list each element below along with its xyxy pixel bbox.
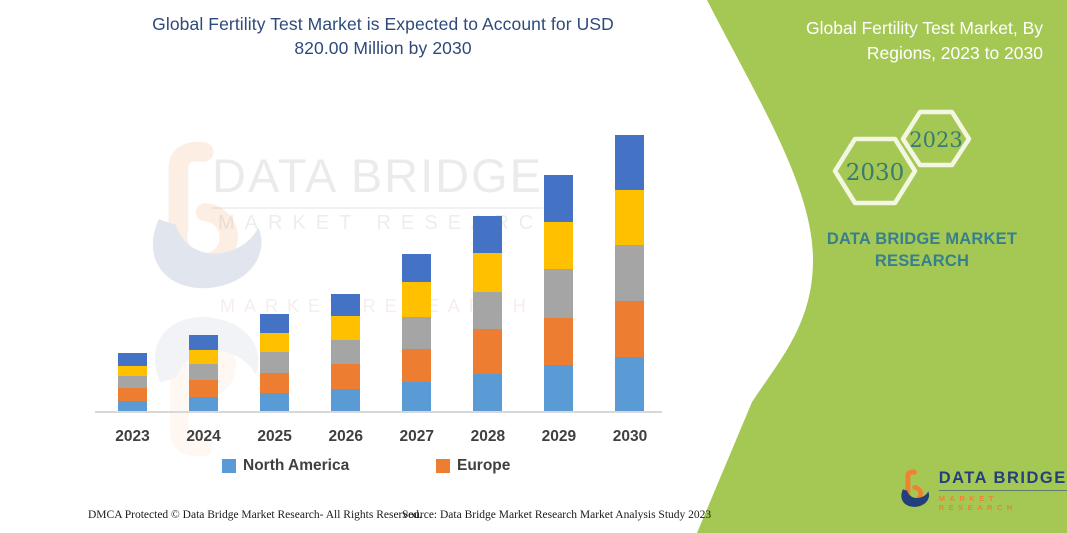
bar-segment-2024-north-america — [189, 397, 219, 412]
side-panel-brand-text: DATA BRIDGE MARKET RESEARCH — [826, 230, 1018, 270]
bar-segment-2024-unlabeled-gray-series — [189, 364, 219, 381]
bar-segment-2029-unlabeled-darkblue-series — [544, 174, 574, 223]
bar-segment-2025-unlabeled-darkblue-series — [260, 314, 290, 334]
bar-segment-2026-unlabeled-yellow-series — [331, 316, 361, 341]
side-panel-title: Global Fertility Test Market, By Regions… — [806, 18, 1043, 63]
x-axis-label-2024: 2024 — [186, 428, 221, 445]
bar-segment-2028-europe — [473, 329, 503, 375]
watermark-logo-icon — [152, 141, 262, 289]
bar-2025 — [260, 314, 290, 412]
legend-label-north-america: North America — [243, 457, 350, 474]
bar-segment-2026-europe — [331, 363, 361, 389]
footer-dmca-text: DMCA Protected © Data Bridge Market Rese… — [88, 509, 422, 521]
legend-label-europe: Europe — [457, 457, 511, 474]
watermark-subtitle: MARKET RESEARCH — [218, 212, 568, 234]
bar-2026 — [331, 293, 361, 412]
bar-2028 — [473, 216, 503, 412]
watermark-subtitle-reflection: MARKET RESEARCH — [220, 296, 535, 316]
hexagon-2030: 2030 — [832, 136, 918, 206]
x-axis-label-2026: 2026 — [328, 428, 363, 445]
bar-2029 — [544, 174, 574, 412]
bar-segment-2029-north-america — [544, 365, 574, 412]
corner-logo-subtitle: MARKET RESEARCH — [938, 493, 1017, 512]
bar-segment-2030-unlabeled-darkblue-series — [615, 135, 645, 191]
legend-swatch-europe — [436, 459, 450, 473]
bar-segment-2023-unlabeled-darkblue-series — [118, 352, 147, 366]
hexagon-2030-year: 2030 — [846, 160, 905, 186]
x-axis-labels: 2023 2024 2025 2026 2027 2028 2029 2030 — [95, 428, 662, 450]
bar-segment-2030-europe — [615, 300, 645, 357]
bar-segment-2030-unlabeled-gray-series — [615, 245, 645, 301]
corner-logo: DATA BRIDGE MARKET RESEARCH — [895, 466, 1067, 514]
bar-segment-2028-north-america — [473, 374, 503, 412]
bar-segment-2027-unlabeled-yellow-series — [402, 281, 432, 317]
x-axis-label-2027: 2027 — [399, 428, 434, 445]
legend-item-north-america: North America — [222, 457, 349, 475]
bar-segment-2025-unlabeled-yellow-series — [260, 333, 290, 353]
bar-segment-2025-north-america — [260, 393, 290, 412]
bar-segment-2030-unlabeled-yellow-series — [615, 190, 645, 246]
chart-plot — [95, 130, 662, 412]
hexagon-2023: 2023 — [900, 109, 972, 168]
bar-segment-2023-europe — [118, 388, 147, 401]
bar-segment-2025-unlabeled-gray-series — [260, 352, 290, 374]
bar-segment-2024-unlabeled-darkblue-series — [189, 334, 219, 350]
corner-logo-name: DATA BRIDGE — [938, 469, 1067, 491]
bar-segment-2023-unlabeled-gray-series — [118, 375, 147, 389]
bar-segment-2029-unlabeled-yellow-series — [544, 222, 574, 270]
bar-2024 — [189, 334, 219, 412]
bar-2030 — [615, 135, 645, 412]
page-title: Global Fertility Test Market is Expected… — [152, 14, 614, 58]
bar-segment-2027-unlabeled-gray-series — [402, 316, 432, 349]
bar-segment-2023-north-america — [118, 400, 147, 412]
bar-segment-2030-north-america — [615, 356, 645, 412]
bar-segment-2024-unlabeled-yellow-series — [189, 349, 219, 365]
bar-2027 — [402, 253, 432, 412]
bar-segment-2028-unlabeled-yellow-series — [473, 253, 503, 293]
bar-segment-2028-unlabeled-darkblue-series — [473, 216, 503, 254]
bar-segment-2026-unlabeled-darkblue-series — [331, 293, 361, 317]
legend-item-europe: Europe — [436, 457, 510, 475]
footer-source-text: Source: Data Bridge Market Research Mark… — [402, 509, 712, 521]
bar-2023 — [118, 352, 147, 412]
x-axis-label-2030: 2030 — [612, 428, 648, 445]
bar-segment-2026-north-america — [331, 388, 361, 412]
bar-segment-2025-europe — [260, 373, 290, 394]
bar-segment-2028-unlabeled-gray-series — [473, 292, 503, 330]
data-bridge-logo-icon — [901, 469, 930, 507]
bar-segment-2027-north-america — [402, 381, 432, 412]
hexagon-2023-year: 2023 — [909, 128, 962, 152]
bar-segment-2023-unlabeled-yellow-series — [118, 365, 147, 376]
bar-segment-2027-unlabeled-darkblue-series — [402, 253, 432, 282]
x-axis-line — [95, 411, 662, 413]
bar-segment-2026-unlabeled-gray-series — [331, 340, 361, 364]
x-axis-label-2023: 2023 — [115, 428, 150, 445]
bar-segment-2029-unlabeled-gray-series — [544, 269, 574, 319]
x-axis-label-2029: 2029 — [541, 428, 577, 445]
watermark-title: DATA BRIDGE — [212, 148, 544, 209]
x-axis-label-2028: 2028 — [470, 428, 506, 445]
bar-segment-2024-europe — [189, 380, 219, 398]
legend-swatch-north-america — [222, 459, 236, 473]
bar-segment-2027-europe — [402, 348, 432, 382]
bar-segment-2029-europe — [544, 318, 574, 366]
x-axis-label-2025: 2025 — [257, 428, 292, 445]
